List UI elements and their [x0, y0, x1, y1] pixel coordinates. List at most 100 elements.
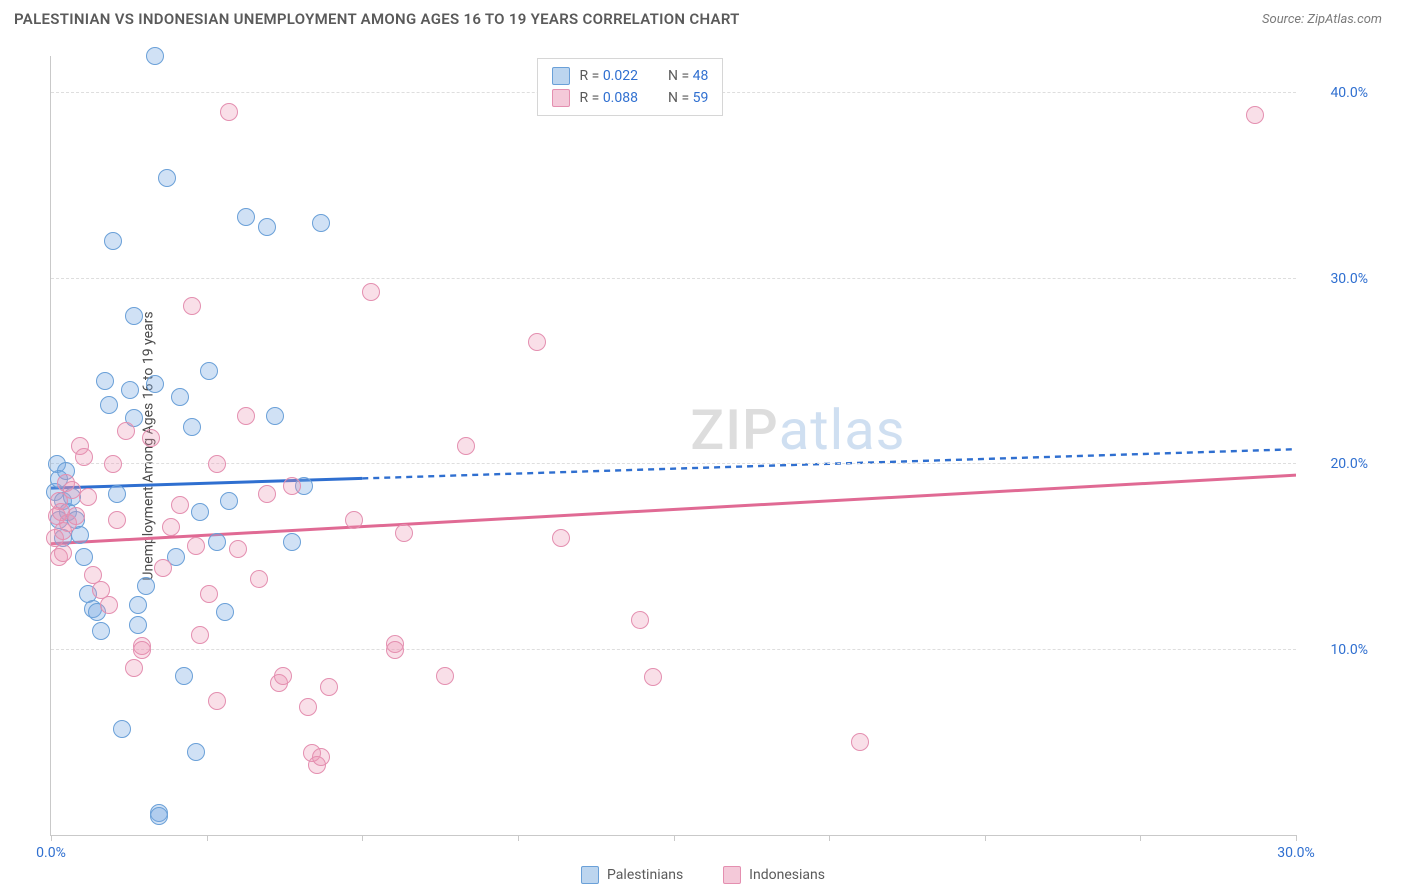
data-point [146, 47, 164, 65]
data-point [137, 577, 155, 595]
trend-lines [51, 56, 1296, 835]
data-point [113, 720, 131, 738]
watermark: ZIPatlas [690, 397, 905, 463]
data-point [552, 529, 570, 547]
data-point [208, 455, 226, 473]
data-point [395, 524, 413, 542]
data-point [644, 668, 662, 686]
data-point [345, 511, 363, 529]
data-point [67, 507, 85, 525]
data-point [191, 503, 209, 521]
data-point [154, 559, 172, 577]
data-point [104, 232, 122, 250]
data-point [631, 611, 649, 629]
data-point [237, 208, 255, 226]
data-point [457, 437, 475, 455]
data-point [162, 518, 180, 536]
chart-title: PALESTINIAN VS INDONESIAN UNEMPLOYMENT A… [14, 10, 740, 28]
bottom-legend: Palestinians Indonesians [0, 866, 1406, 884]
data-point [146, 375, 164, 393]
data-point [266, 407, 284, 425]
data-point [299, 698, 317, 716]
data-point [187, 743, 205, 761]
data-point [142, 429, 160, 447]
data-point [96, 372, 114, 390]
chart-container: Unemployment Among Ages 16 to 19 years 1… [40, 46, 1386, 846]
stats-legend-row: R = 0.088N = 59 [552, 87, 709, 109]
data-point [108, 511, 126, 529]
legend-label: Palestinians [607, 867, 683, 883]
data-point [171, 388, 189, 406]
data-point [283, 477, 301, 495]
data-point [237, 407, 255, 425]
data-point [851, 733, 869, 751]
legend-item: Indonesians [723, 866, 825, 884]
data-point [133, 641, 151, 659]
x-tick [207, 835, 208, 841]
data-point [200, 585, 218, 603]
x-tick [985, 835, 986, 841]
source-attribution: Source: ZipAtlas.com [1262, 12, 1382, 27]
stats-legend: R = 0.022N = 48R = 0.088N = 59 [537, 58, 724, 116]
data-point [320, 678, 338, 696]
data-point [258, 218, 276, 236]
data-point [283, 533, 301, 551]
x-tick [518, 835, 519, 841]
legend-item: Palestinians [581, 866, 683, 884]
legend-swatch [723, 866, 741, 884]
x-tick-label: 0.0% [36, 845, 66, 861]
data-point [362, 283, 380, 301]
x-tick-label: 30.0% [1277, 845, 1315, 861]
data-point [129, 616, 147, 634]
gridline [51, 463, 1296, 464]
data-point [528, 333, 546, 351]
data-point [200, 362, 218, 380]
data-point [183, 418, 201, 436]
y-tick-label: 20.0% [1330, 456, 1368, 472]
x-tick [362, 835, 363, 841]
data-point [117, 422, 135, 440]
data-point [158, 169, 176, 187]
x-tick [829, 835, 830, 841]
x-tick [674, 835, 675, 841]
data-point [54, 544, 72, 562]
data-point [121, 381, 139, 399]
data-point [129, 596, 147, 614]
x-tick [51, 835, 52, 841]
y-tick-label: 40.0% [1330, 85, 1368, 101]
data-point [274, 667, 292, 685]
data-point [220, 103, 238, 121]
legend-swatch [581, 866, 599, 884]
y-tick-label: 10.0% [1330, 642, 1368, 658]
data-point [92, 622, 110, 640]
legend-swatch [552, 67, 570, 85]
data-point [386, 641, 404, 659]
data-point [258, 485, 276, 503]
data-point [208, 533, 226, 551]
data-point [175, 667, 193, 685]
data-point [125, 659, 143, 677]
legend-label: Indonesians [749, 867, 825, 883]
data-point [312, 214, 330, 232]
data-point [63, 481, 81, 499]
data-point [220, 492, 238, 510]
y-tick-label: 30.0% [1330, 271, 1368, 287]
data-point [229, 540, 247, 558]
data-point [187, 537, 205, 555]
legend-swatch [552, 89, 570, 107]
x-tick [1296, 835, 1297, 841]
data-point [191, 626, 209, 644]
stats-legend-row: R = 0.022N = 48 [552, 65, 709, 87]
data-point [100, 596, 118, 614]
gridline [51, 278, 1296, 279]
data-point [75, 448, 93, 466]
plot-area: 10.0%20.0%30.0%40.0%0.0%30.0%ZIPatlasR =… [50, 56, 1296, 836]
data-point [250, 570, 268, 588]
data-point [171, 496, 189, 514]
data-point [183, 297, 201, 315]
data-point [100, 396, 118, 414]
data-point [216, 603, 234, 621]
data-point [150, 807, 168, 825]
data-point [125, 307, 143, 325]
data-point [312, 748, 330, 766]
